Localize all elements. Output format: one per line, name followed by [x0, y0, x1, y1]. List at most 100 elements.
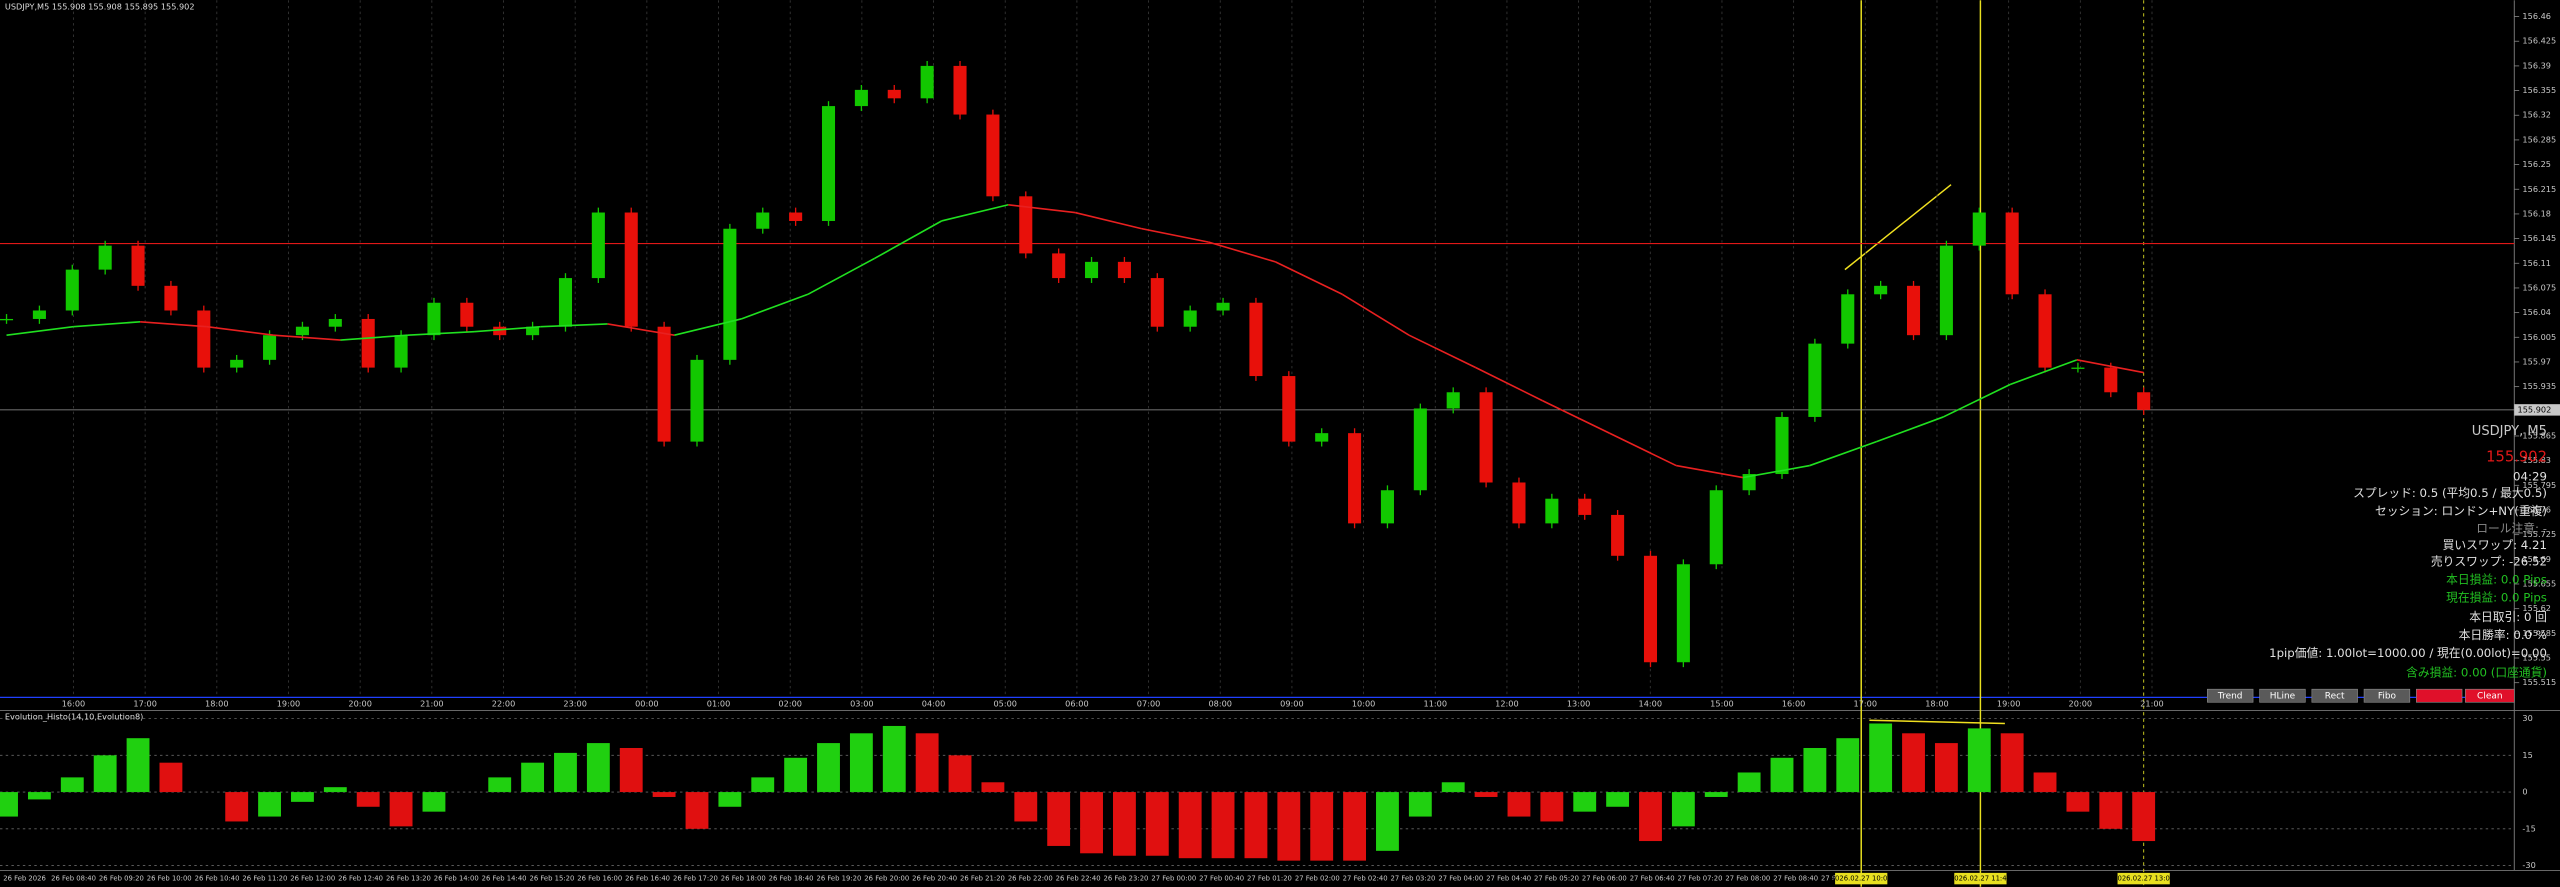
moving-average — [1341, 293, 1410, 336]
date-label: 26 Feb 12:40 — [338, 875, 383, 883]
time-label: 07:00 — [1137, 698, 1161, 708]
price-tick-label: 155.62 — [2522, 603, 2551, 613]
histogram-bar — [1934, 743, 1958, 793]
candle-body — [1808, 343, 1822, 417]
date-label: 26 Feb 2026 — [3, 875, 46, 883]
candle-body — [756, 212, 770, 229]
tool-button-label[interactable]: Clean — [2477, 692, 2502, 702]
candle-body — [493, 326, 507, 336]
candle-body — [1315, 433, 1329, 442]
date-label: 27 Feb 02:40 — [1343, 875, 1388, 883]
histogram-bar — [225, 792, 249, 822]
histogram-bar — [1902, 733, 1925, 793]
histogram-bar — [60, 777, 84, 793]
info-line: 売りスワップ: -26.52 — [2431, 554, 2547, 568]
date-label: 26 Feb 09:20 — [99, 875, 144, 883]
candle-body — [526, 326, 540, 336]
moving-average — [1676, 464, 1744, 479]
histogram-bar — [422, 792, 446, 812]
indicator-tick-label: -30 — [2522, 860, 2535, 870]
moving-average — [206, 325, 274, 336]
histogram-bar — [1606, 792, 1630, 807]
date-label: 26 Feb 19:20 — [816, 875, 861, 883]
price-tick-label: 155.83 — [2522, 455, 2551, 465]
tool-button[interactable] — [2464, 688, 2515, 703]
candle-body — [1479, 392, 1493, 483]
price-tick-label: 155.515 — [2522, 677, 2556, 687]
moving-average — [740, 293, 809, 320]
histogram-bar — [1277, 792, 1301, 861]
time-label: 20:00 — [2069, 698, 2093, 708]
histogram-bar — [1408, 792, 1432, 817]
moving-average — [2076, 359, 2144, 374]
histogram-bar — [27, 792, 51, 800]
time-label: 11:00 — [1424, 698, 1448, 708]
marker-label-box — [2117, 872, 2170, 885]
candle-body — [821, 106, 836, 221]
time-label: 05:00 — [993, 698, 1017, 708]
histogram-bar — [159, 762, 183, 793]
histogram-bar — [652, 792, 676, 797]
candle-body — [1972, 212, 1986, 246]
histogram-bar — [817, 743, 840, 793]
candle-body — [295, 326, 309, 336]
histogram-bar — [1014, 792, 1038, 822]
candle-body — [1611, 514, 1625, 556]
tool-button-label[interactable]: Rect — [2325, 692, 2345, 702]
histogram-bar — [389, 792, 413, 827]
price-tick-label: 156.18 — [2522, 208, 2551, 218]
time-label: 00:00 — [635, 698, 659, 708]
tool-button[interactable] — [2259, 688, 2306, 703]
candle-body — [789, 212, 803, 221]
moving-average — [273, 334, 341, 341]
date-label: 27 Feb 00:40 — [1199, 875, 1244, 883]
tool-button[interactable] — [2363, 688, 2411, 703]
histogram-bar — [0, 792, 18, 817]
histogram-bar — [1244, 792, 1268, 859]
marker-label-box — [1954, 872, 2007, 885]
date-label: 27 Feb 00:00 — [1151, 875, 1196, 883]
marker-label: 2026.02.27 13:00 — [2113, 875, 2174, 883]
histogram-bar — [2033, 772, 2057, 793]
bid-label-box — [2514, 404, 2560, 416]
tool-button[interactable] — [2311, 688, 2358, 703]
histogram-bar — [1310, 792, 1334, 861]
histogram-bar — [1540, 792, 1564, 822]
time-label: 15:00 — [1710, 698, 1734, 708]
time-label: 22:00 — [492, 698, 516, 708]
time-label: 20:00 — [348, 698, 372, 708]
info-line: 現在損益: 0.0 Pips — [2446, 590, 2547, 604]
moving-average — [140, 320, 207, 328]
candle-body — [986, 114, 1000, 197]
histogram-bar — [1836, 738, 1860, 793]
candle-body — [1643, 555, 1658, 663]
candle-body — [1742, 474, 1756, 491]
info-line: 04:29 — [2513, 469, 2547, 483]
time-label: 18:00 — [205, 698, 229, 708]
price-tick-label: 156.04 — [2522, 307, 2551, 317]
price-tick-label: 156.32 — [2522, 110, 2551, 120]
price-tick-label: 156.39 — [2522, 60, 2551, 70]
tool-button-label[interactable]: Fibo — [2378, 692, 2396, 702]
time-label: 16:00 — [62, 698, 86, 708]
histogram-bar — [1671, 792, 1695, 827]
indicator-trend-line — [1869, 719, 2005, 725]
candle-body — [164, 285, 178, 311]
time-label: 17:00 — [1854, 698, 1878, 708]
price-tick-label: 156.25 — [2522, 159, 2551, 169]
histogram-bar — [1770, 757, 1794, 793]
moving-average — [1475, 366, 1543, 402]
candle-body — [1019, 196, 1033, 254]
info-line: 買いスワップ: 4.21 — [2443, 538, 2547, 552]
tool-button[interactable] — [2416, 688, 2463, 703]
moving-average — [1141, 227, 1209, 243]
tool-button[interactable] — [2207, 688, 2254, 703]
histogram-bar — [2099, 792, 2123, 829]
candle-body — [591, 212, 605, 279]
tool-button-label[interactable]: HLine — [2270, 692, 2296, 702]
moving-average — [1542, 399, 1610, 434]
date-label: 26 Feb 10:40 — [195, 875, 240, 883]
time-label: 19:00 — [277, 698, 301, 708]
tool-button-label[interactable]: Trend — [2217, 692, 2243, 702]
